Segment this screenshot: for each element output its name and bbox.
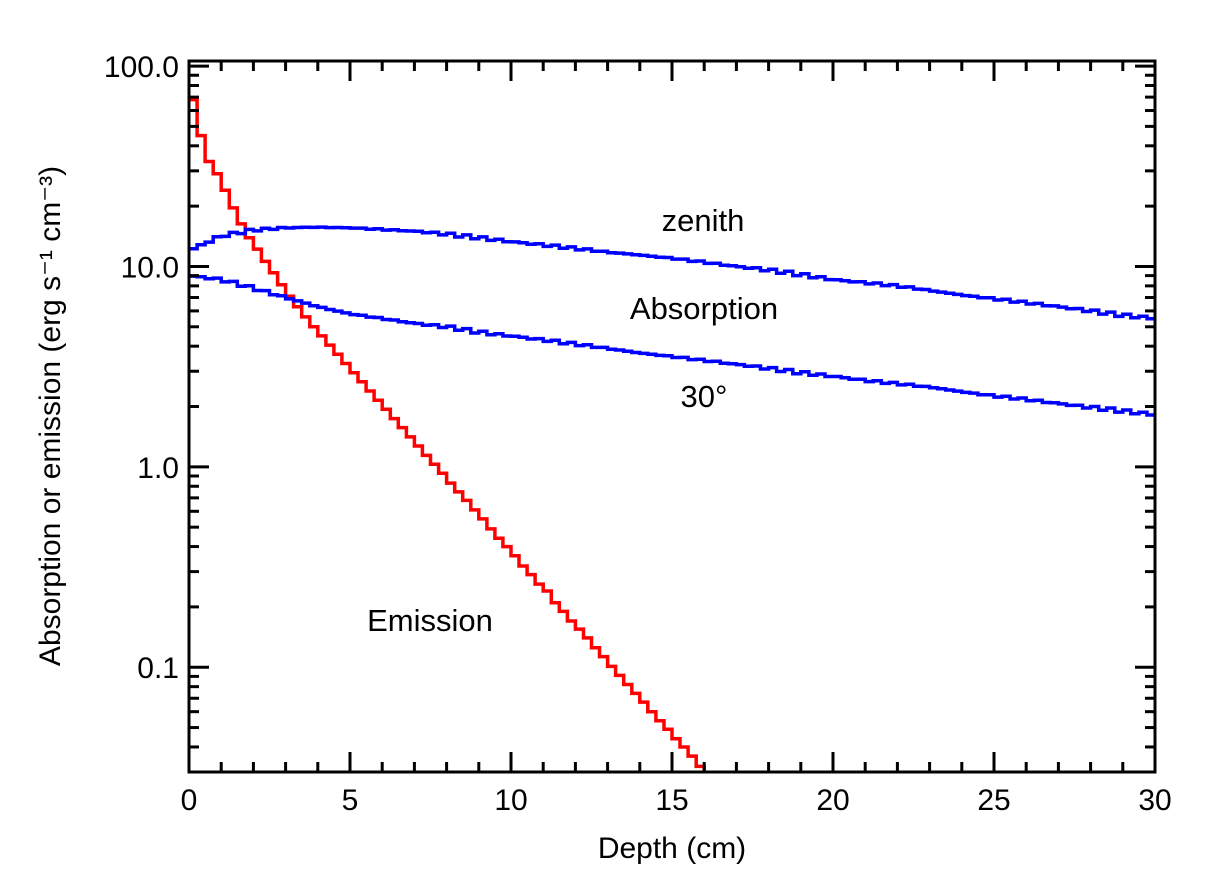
x-tick-label: 15 xyxy=(655,784,688,817)
y-tick-label: 1.0 xyxy=(137,452,179,485)
x-tick-label: 25 xyxy=(977,784,1010,817)
y-tick-label: 0.1 xyxy=(137,652,179,685)
series-layer xyxy=(189,97,1155,772)
x-tick-label: 5 xyxy=(342,784,359,817)
y-tick-label: 10.0 xyxy=(121,251,179,284)
y-tick-label: 100.0 xyxy=(104,51,179,84)
series-line-absorption-30deg xyxy=(189,274,1155,417)
x-axis-title: Depth (cm) xyxy=(598,832,746,865)
annotation-zenith: zenith xyxy=(662,203,745,238)
plot-frame xyxy=(187,59,1157,774)
tick-layer xyxy=(187,61,1157,774)
tick-labels: 0 5 10 15 20 25 30 0.1 1.0 10.0 100.0 xyxy=(104,51,1172,817)
series-line-emission xyxy=(189,97,706,772)
x-tick-label: 0 xyxy=(181,784,198,817)
x-tick-label: 30 xyxy=(1138,784,1171,817)
x-tick-label: 10 xyxy=(494,784,527,817)
y-axis-title: Absorption or emission (erg s⁻¹ cm⁻³) xyxy=(34,166,67,666)
x-tick-label: 20 xyxy=(816,784,849,817)
annotation-30deg: 30° xyxy=(681,379,728,414)
series-line-absorption-zenith xyxy=(189,225,1155,321)
annotation-emission: Emission xyxy=(367,603,493,638)
annotation-absorption: Absorption xyxy=(630,291,778,326)
